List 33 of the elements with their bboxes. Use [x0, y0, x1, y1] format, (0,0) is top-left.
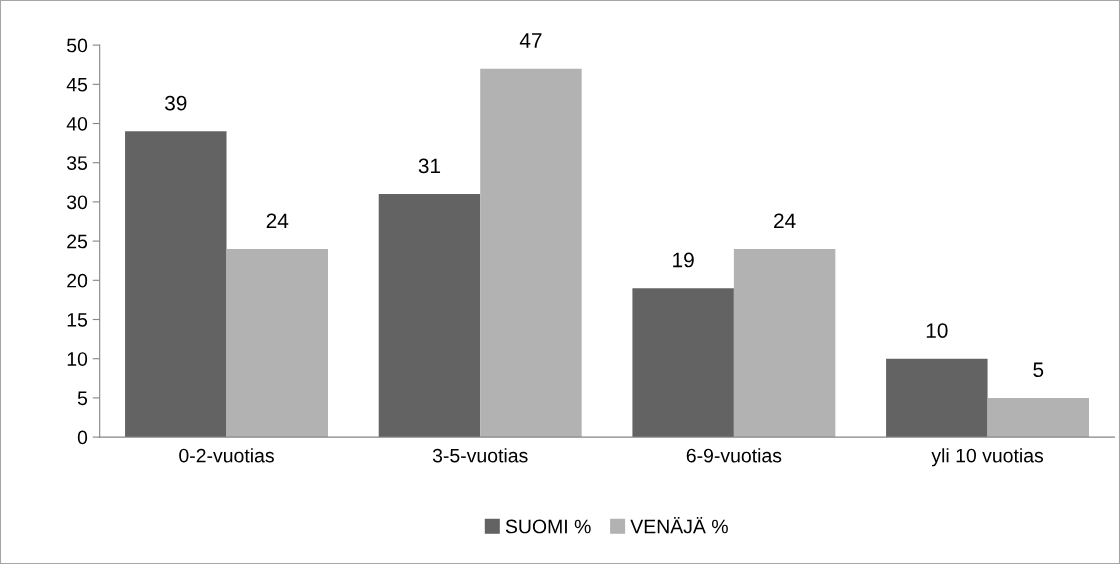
y-tick-label: 5 — [77, 391, 88, 406]
bar — [125, 131, 227, 438]
bar — [378, 194, 481, 438]
bar — [886, 358, 988, 438]
y-tick-label: 50 — [67, 38, 88, 53]
data-label: 10 — [926, 323, 948, 338]
bar — [480, 68, 582, 438]
y-tick-label: 0 — [77, 430, 88, 445]
data-label: 24 — [266, 213, 289, 228]
data-label: 39 — [164, 95, 187, 111]
bar — [226, 248, 328, 438]
data-label: 5 — [1033, 362, 1044, 378]
x-tick-label: 6-9-vuotias — [686, 448, 782, 463]
y-tick-label: 20 — [67, 273, 88, 288]
data-label: 24 — [774, 213, 796, 228]
data-label: 19 — [673, 252, 694, 268]
y-tick-label: 10 — [67, 352, 88, 366]
legend-label: VENÄJÄ % — [630, 516, 728, 534]
data-label: 47 — [519, 33, 542, 48]
y-tick-label: 15 — [67, 313, 88, 327]
legend-label: SUOMI % — [505, 519, 591, 534]
y-tick-label: 35 — [66, 156, 88, 170]
y-tick-label: 45 — [66, 77, 88, 92]
x-tick-label: 3-5-vuotias — [432, 448, 528, 463]
y-tick-label: 40 — [66, 116, 88, 131]
y-tick-label: 25 — [67, 234, 88, 249]
x-tick-label: yli 10 vuotias — [931, 448, 1044, 467]
data-label: 31 — [418, 158, 441, 174]
x-tick-label: 0-2-vuotias — [179, 448, 274, 463]
bar — [733, 248, 836, 438]
bar — [987, 397, 1090, 438]
y-tick-label: 30 — [66, 195, 88, 210]
bar — [632, 288, 734, 438]
